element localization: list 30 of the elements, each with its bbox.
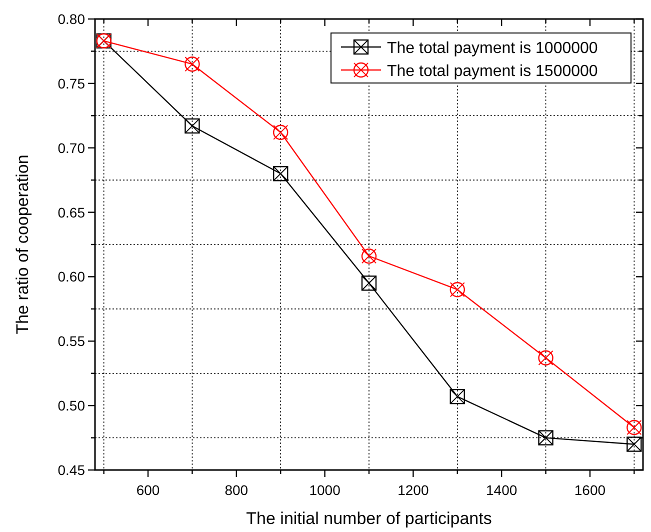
- y-tick-label: 0.80: [58, 11, 86, 27]
- legend-label: The total payment is 1000000: [387, 40, 598, 57]
- point: [450, 388, 465, 404]
- point: [450, 282, 465, 298]
- x-axis-title: The initial number of participants: [246, 509, 492, 528]
- point: [184, 56, 200, 72]
- legend-label: The total payment is 1500000: [387, 63, 598, 80]
- y-tick-label: 0.55: [58, 333, 86, 350]
- x-tick-label: 600: [136, 482, 160, 498]
- x-tick-label: 1000: [309, 482, 341, 498]
- point: [184, 118, 200, 134]
- point: [361, 276, 377, 291]
- y-tick-label: 0.50: [58, 398, 86, 414]
- point: [273, 124, 288, 140]
- point: [538, 430, 554, 446]
- y-tick-label: 0.65: [58, 204, 86, 220]
- y-tick-label: 0.60: [58, 268, 86, 285]
- x-tick-label: 1600: [574, 482, 606, 498]
- x-tick-label: 800: [224, 482, 248, 498]
- y-tick-label: 0.70: [58, 140, 86, 156]
- point: [273, 166, 288, 182]
- point: [361, 248, 377, 264]
- x-tick-label: 1400: [486, 482, 518, 498]
- y-tick-label: 0.45: [58, 462, 86, 478]
- point: [538, 350, 554, 366]
- y-axis-title: The ratio of cooperation: [13, 154, 32, 334]
- x-tick-label: 1200: [398, 482, 429, 498]
- y-tick-label: 0.75: [58, 75, 86, 92]
- point: [626, 420, 642, 436]
- point: [626, 436, 642, 452]
